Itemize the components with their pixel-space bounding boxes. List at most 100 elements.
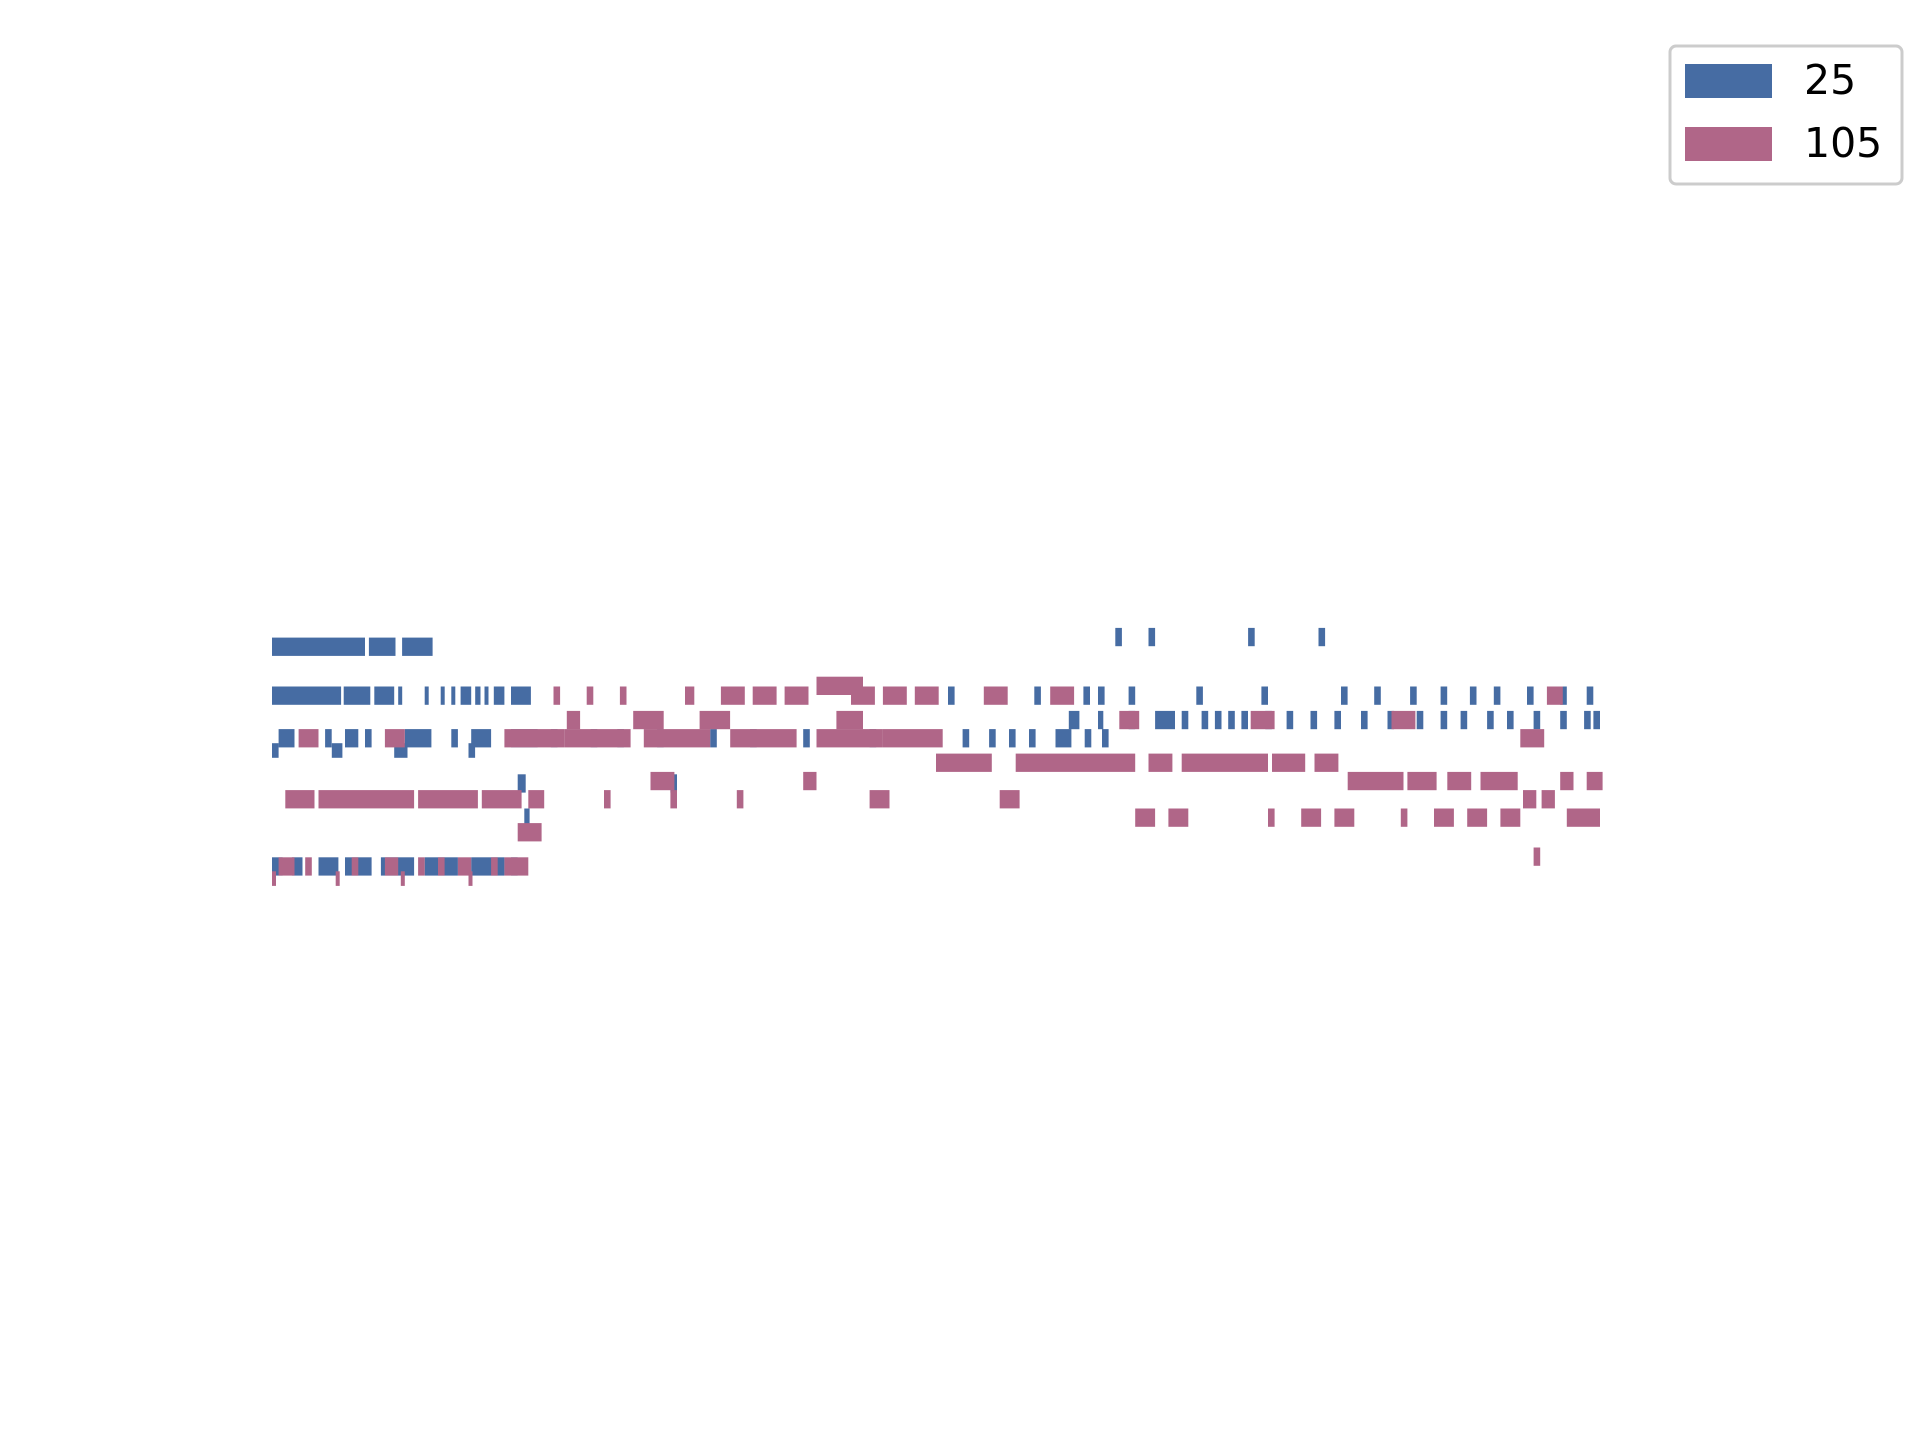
bar-segment-25 xyxy=(460,686,472,705)
bar-segment-105 xyxy=(936,753,992,772)
bar-segment-105 xyxy=(736,790,744,809)
bar-segment-105 xyxy=(1135,808,1156,827)
bar-segment-25 xyxy=(424,686,429,705)
bar-segment-105 xyxy=(318,790,415,809)
bar-segment-105 xyxy=(1301,808,1322,827)
bar-segment-25 xyxy=(948,686,955,705)
bar-segment-105 xyxy=(983,686,1008,705)
bar-segment-25 xyxy=(272,743,279,758)
bar-segment-25 xyxy=(1196,686,1203,705)
bar-segment-25 xyxy=(1286,710,1294,730)
bar-segment-105 xyxy=(604,790,611,809)
bar-segment-25 xyxy=(1261,686,1268,705)
bar-segment-25 xyxy=(1533,710,1541,730)
bar-segment-105 xyxy=(1546,686,1563,705)
bar-segment-25 xyxy=(1055,729,1072,748)
bar-segment-105 xyxy=(720,686,745,705)
bar-segment-25 xyxy=(272,686,342,705)
bar-segment-105 xyxy=(1168,808,1189,827)
bar-segment-105 xyxy=(1560,771,1574,791)
bar-segment-25 xyxy=(1493,686,1501,705)
bar-segment-105 xyxy=(1447,771,1472,791)
bar-segment-25 xyxy=(962,729,970,748)
bar-segment-25 xyxy=(1560,686,1567,705)
bar-segment-25 xyxy=(710,729,717,748)
bar-segment-105 xyxy=(1250,710,1275,730)
bar-segment-25 xyxy=(318,857,339,876)
bar-segment-105 xyxy=(816,676,863,695)
bar-segment-105 xyxy=(643,729,711,748)
bar-segment-25 xyxy=(484,686,489,705)
bar-segment-25 xyxy=(803,729,810,748)
bar-segment-25 xyxy=(1487,710,1494,730)
bar-segment-25 xyxy=(365,729,372,748)
bar-segment-105 xyxy=(504,729,565,748)
bar-segment-105 xyxy=(517,823,542,842)
bar-segment-25 xyxy=(1034,686,1041,705)
bar-segment-105 xyxy=(305,857,312,876)
bar-segment-25 xyxy=(1387,710,1395,730)
bar-segment-105 xyxy=(1467,808,1488,827)
legend-label-105: 105 xyxy=(1804,119,1882,167)
bar-segment-25 xyxy=(989,729,996,748)
bar-segment-25 xyxy=(468,743,476,758)
bar-segment-105 xyxy=(384,729,405,748)
bar-segment-105 xyxy=(1181,753,1268,772)
bar-segment-105 xyxy=(1520,729,1545,748)
bar-segment-105 xyxy=(457,857,472,876)
bar-segment-105 xyxy=(752,686,777,705)
bar-segment-25 xyxy=(272,637,365,656)
bar-segment-25 xyxy=(374,686,395,705)
bar-segment-25 xyxy=(1507,710,1514,730)
bar-segment-105 xyxy=(351,857,359,876)
bar-segment-105 xyxy=(1586,771,1603,791)
bar-segment-25 xyxy=(1201,710,1209,730)
bar-segment-105 xyxy=(586,686,594,705)
bar-segment-105 xyxy=(670,790,677,809)
bar-segment-25 xyxy=(1115,627,1122,647)
bar-segment-105 xyxy=(468,871,473,886)
bar-segment-25 xyxy=(471,857,505,876)
bar-segment-25 xyxy=(471,729,492,748)
bar-segment-105 xyxy=(1268,808,1275,827)
bar-segment-25 xyxy=(1440,686,1448,705)
bar-segment-25 xyxy=(1248,627,1255,647)
bar-segment-105 xyxy=(1533,847,1541,866)
bar-segment-25 xyxy=(1469,686,1477,705)
bar-segment-105 xyxy=(784,686,809,705)
bar-segment-25 xyxy=(1593,710,1600,730)
bar-segment-25 xyxy=(517,774,526,793)
bar-segment-25 xyxy=(1068,710,1080,730)
bar-segment-105 xyxy=(298,729,319,748)
bar-segment-105 xyxy=(730,729,797,748)
bar-segment-105 xyxy=(1391,710,1416,730)
bar-segment-105 xyxy=(1480,771,1518,791)
bar-segment-25 xyxy=(1241,710,1248,730)
bar-segment-105 xyxy=(1148,753,1173,772)
bar-segment-25 xyxy=(451,729,458,748)
bar-segment-25 xyxy=(1341,686,1348,705)
legend-swatch-105 xyxy=(1685,127,1772,161)
bar-segment-25 xyxy=(1334,710,1341,730)
bar-segment-25 xyxy=(1128,686,1136,705)
bar-segment-105 xyxy=(882,729,943,748)
bar-segment-25 xyxy=(278,729,295,748)
plot-area xyxy=(272,627,1603,886)
bar-segment-105 xyxy=(699,710,731,730)
bar-segment-25 xyxy=(1084,729,1092,748)
bar-segment-25 xyxy=(1148,627,1156,647)
bar-segment-25 xyxy=(1374,686,1381,705)
bar-segment-25 xyxy=(1083,686,1090,705)
bar-segment-105 xyxy=(335,871,340,886)
bar-segment-25 xyxy=(1181,710,1189,730)
bar-segment-105 xyxy=(633,710,664,730)
bar-segment-25 xyxy=(1098,710,1104,730)
bar-segment-25 xyxy=(1029,729,1036,748)
bar-segment-25 xyxy=(368,637,396,656)
bar-segment-105 xyxy=(803,771,817,791)
bar-segment-105 xyxy=(566,710,581,730)
bar-segment-25 xyxy=(440,686,445,705)
bar-segment-105 xyxy=(1119,710,1140,730)
bar-segment-25 xyxy=(1460,710,1468,730)
bar-segment-105 xyxy=(999,790,1020,809)
